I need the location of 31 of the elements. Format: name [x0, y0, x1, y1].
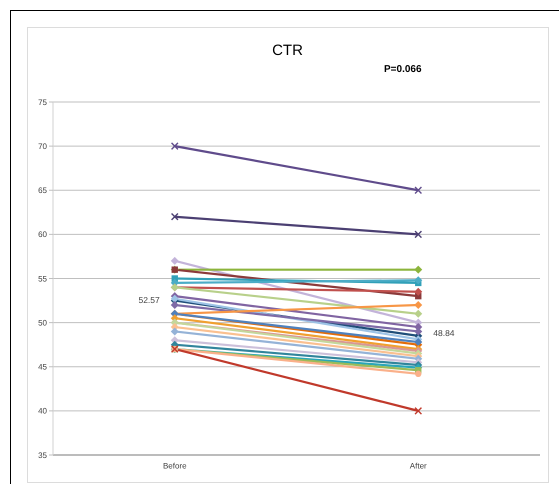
point [414, 310, 422, 318]
x-tick-label: After [410, 462, 428, 471]
y-tick-label: 40 [38, 406, 48, 416]
y-tick-label: 70 [38, 142, 48, 151]
y-tick-label: 35 [38, 450, 48, 460]
point [414, 266, 422, 274]
y-tick-label: 50 [38, 318, 48, 328]
point [414, 327, 422, 336]
point [414, 406, 422, 415]
y-tick-label: 55 [38, 274, 48, 284]
point [170, 327, 179, 336]
y-tick-label: 75 [38, 98, 48, 107]
y-tick-label: 65 [38, 186, 48, 196]
point [170, 300, 179, 309]
point [414, 300, 422, 309]
point [170, 256, 179, 265]
y-tick-label: 45 [38, 362, 48, 372]
point [414, 276, 422, 284]
point [170, 142, 179, 150]
point [415, 370, 422, 378]
x-tick-label: Before [162, 462, 188, 471]
point [414, 338, 422, 346]
chart-title: CTR [271, 42, 304, 59]
point [414, 230, 422, 238]
point [414, 186, 422, 194]
point [170, 212, 179, 221]
point [414, 288, 422, 296]
y-tick-label: 60 [38, 230, 48, 240]
text: P=0.066 [384, 64, 422, 75]
annotation: 48.84 [433, 328, 455, 338]
annotation: 52.57 [138, 294, 160, 305]
